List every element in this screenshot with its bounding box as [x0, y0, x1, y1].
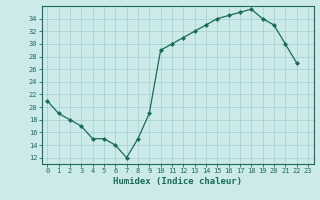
X-axis label: Humidex (Indice chaleur): Humidex (Indice chaleur) [113, 177, 242, 186]
